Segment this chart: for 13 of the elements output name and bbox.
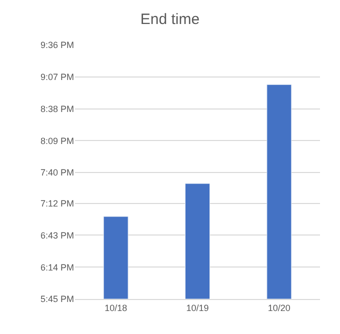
y-tick-label: 9:07 PM <box>40 72 74 82</box>
y-tick-label: 8:09 PM <box>40 136 74 146</box>
chart-title: End time <box>140 10 200 28</box>
y-tick-label: 6:43 PM <box>40 230 74 240</box>
y-tick-label: 8:38 PM <box>40 104 74 114</box>
x-tick-label: 10/19 <box>186 302 209 313</box>
y-tick-label: 7:12 PM <box>40 198 74 208</box>
y-tick-label: 9:36 PM <box>40 40 74 50</box>
y-tick-label: 7:40 PM <box>40 168 74 178</box>
x-tick-label: 10/20 <box>268 302 290 313</box>
x-tick-label: 10/18 <box>104 302 128 313</box>
y-tick-label: 6:14 PM <box>40 262 74 272</box>
y-tick-label: 5:45 PM <box>40 294 74 304</box>
